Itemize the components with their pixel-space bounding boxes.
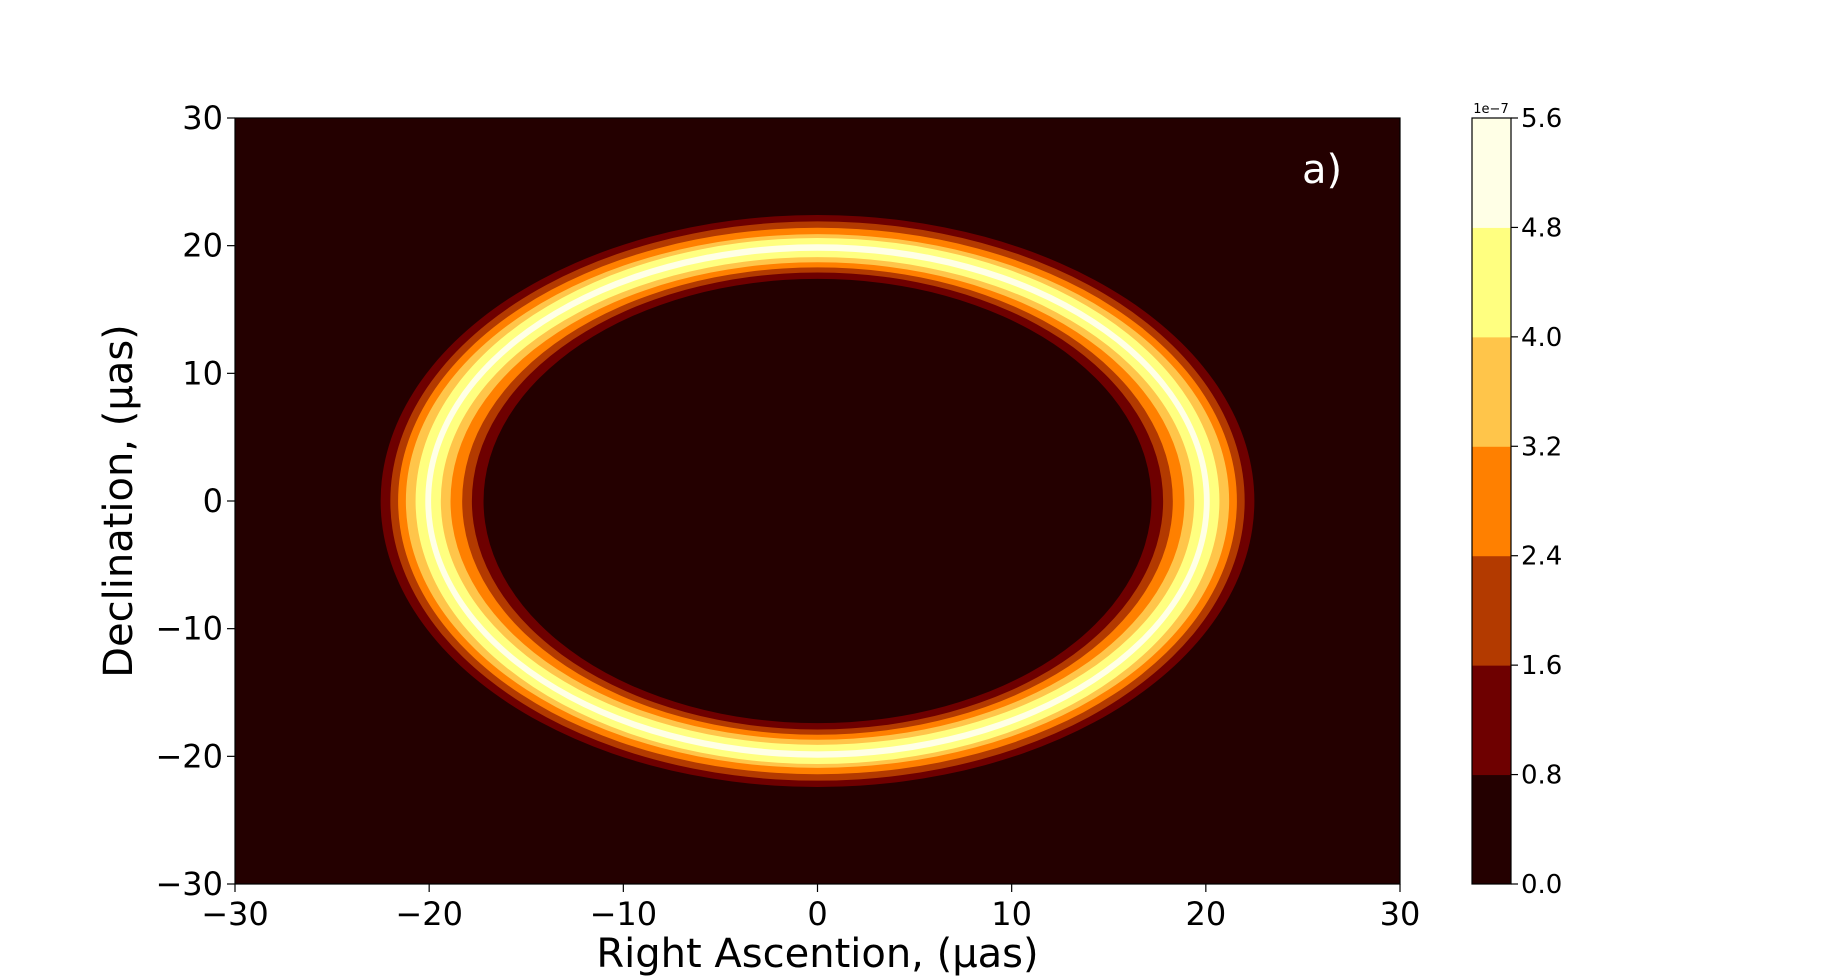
y-tick-label: 20: [182, 227, 223, 265]
colorbar-ticks: 0.0 0.8 1.6 2.4 3.2 4.0 4.8 5.6: [1511, 104, 1562, 900]
colorbar-tick-label: 3.2: [1521, 432, 1562, 462]
colorbar-tick-label: 0.0: [1521, 870, 1562, 900]
y-tick-label: −30: [155, 865, 223, 903]
colorbar-bands: [1472, 118, 1511, 885]
x-tick-label: −20: [395, 895, 463, 933]
x-tick-label: 0: [807, 895, 827, 933]
panel-annotation: a): [1302, 147, 1342, 193]
x-tick-label: 30: [1380, 895, 1421, 933]
plot-area: [235, 118, 1400, 884]
colorbar-band-6: [1472, 118, 1511, 228]
y-tick-label: 10: [182, 354, 223, 392]
colorbar-tick-label: 4.0: [1521, 323, 1562, 353]
colorbar-tick-label: 1.6: [1521, 651, 1562, 681]
x-tick-label: −10: [590, 895, 658, 933]
y-tick-label: 0: [203, 482, 223, 520]
colorbar-band-1: [1472, 665, 1511, 776]
colorbar-tick-label: 5.6: [1521, 104, 1562, 134]
y-axis-label: Declination, (μas): [96, 324, 142, 678]
colorbar-offset-label: 1e−7: [1473, 102, 1508, 117]
y-axis-ticks: −30 −20 −10 0 10 20 30: [155, 99, 235, 903]
colorbar-tick-label: 2.4: [1521, 542, 1562, 572]
x-tick-label: −30: [201, 895, 269, 933]
colorbar-frame: [1471, 117, 1512, 885]
colorbar-tick-label: 4.8: [1521, 213, 1562, 243]
x-tick-label: 20: [1185, 895, 1226, 933]
x-axis-ticks: −30 −20 −10 0 10 20 30: [201, 884, 1420, 933]
colorbar-band-2: [1472, 555, 1511, 666]
colorbar-band-4: [1472, 336, 1511, 447]
colorbar-band-3: [1472, 446, 1511, 557]
colorbar-band-0: [1472, 774, 1511, 885]
colorbar-band-5: [1472, 227, 1511, 338]
y-tick-label: −10: [155, 610, 223, 648]
colorbar-tick-label: 0.8: [1521, 761, 1562, 791]
x-axis-label: Right Ascention, (μas): [596, 931, 1038, 977]
x-tick-label: 10: [991, 895, 1032, 933]
y-tick-label: −20: [155, 737, 223, 775]
colorbar: 0.0 0.8 1.6 2.4 3.2 4.0 4.8 5.6 1e−7: [1471, 102, 1562, 900]
y-tick-label: 30: [182, 99, 223, 137]
